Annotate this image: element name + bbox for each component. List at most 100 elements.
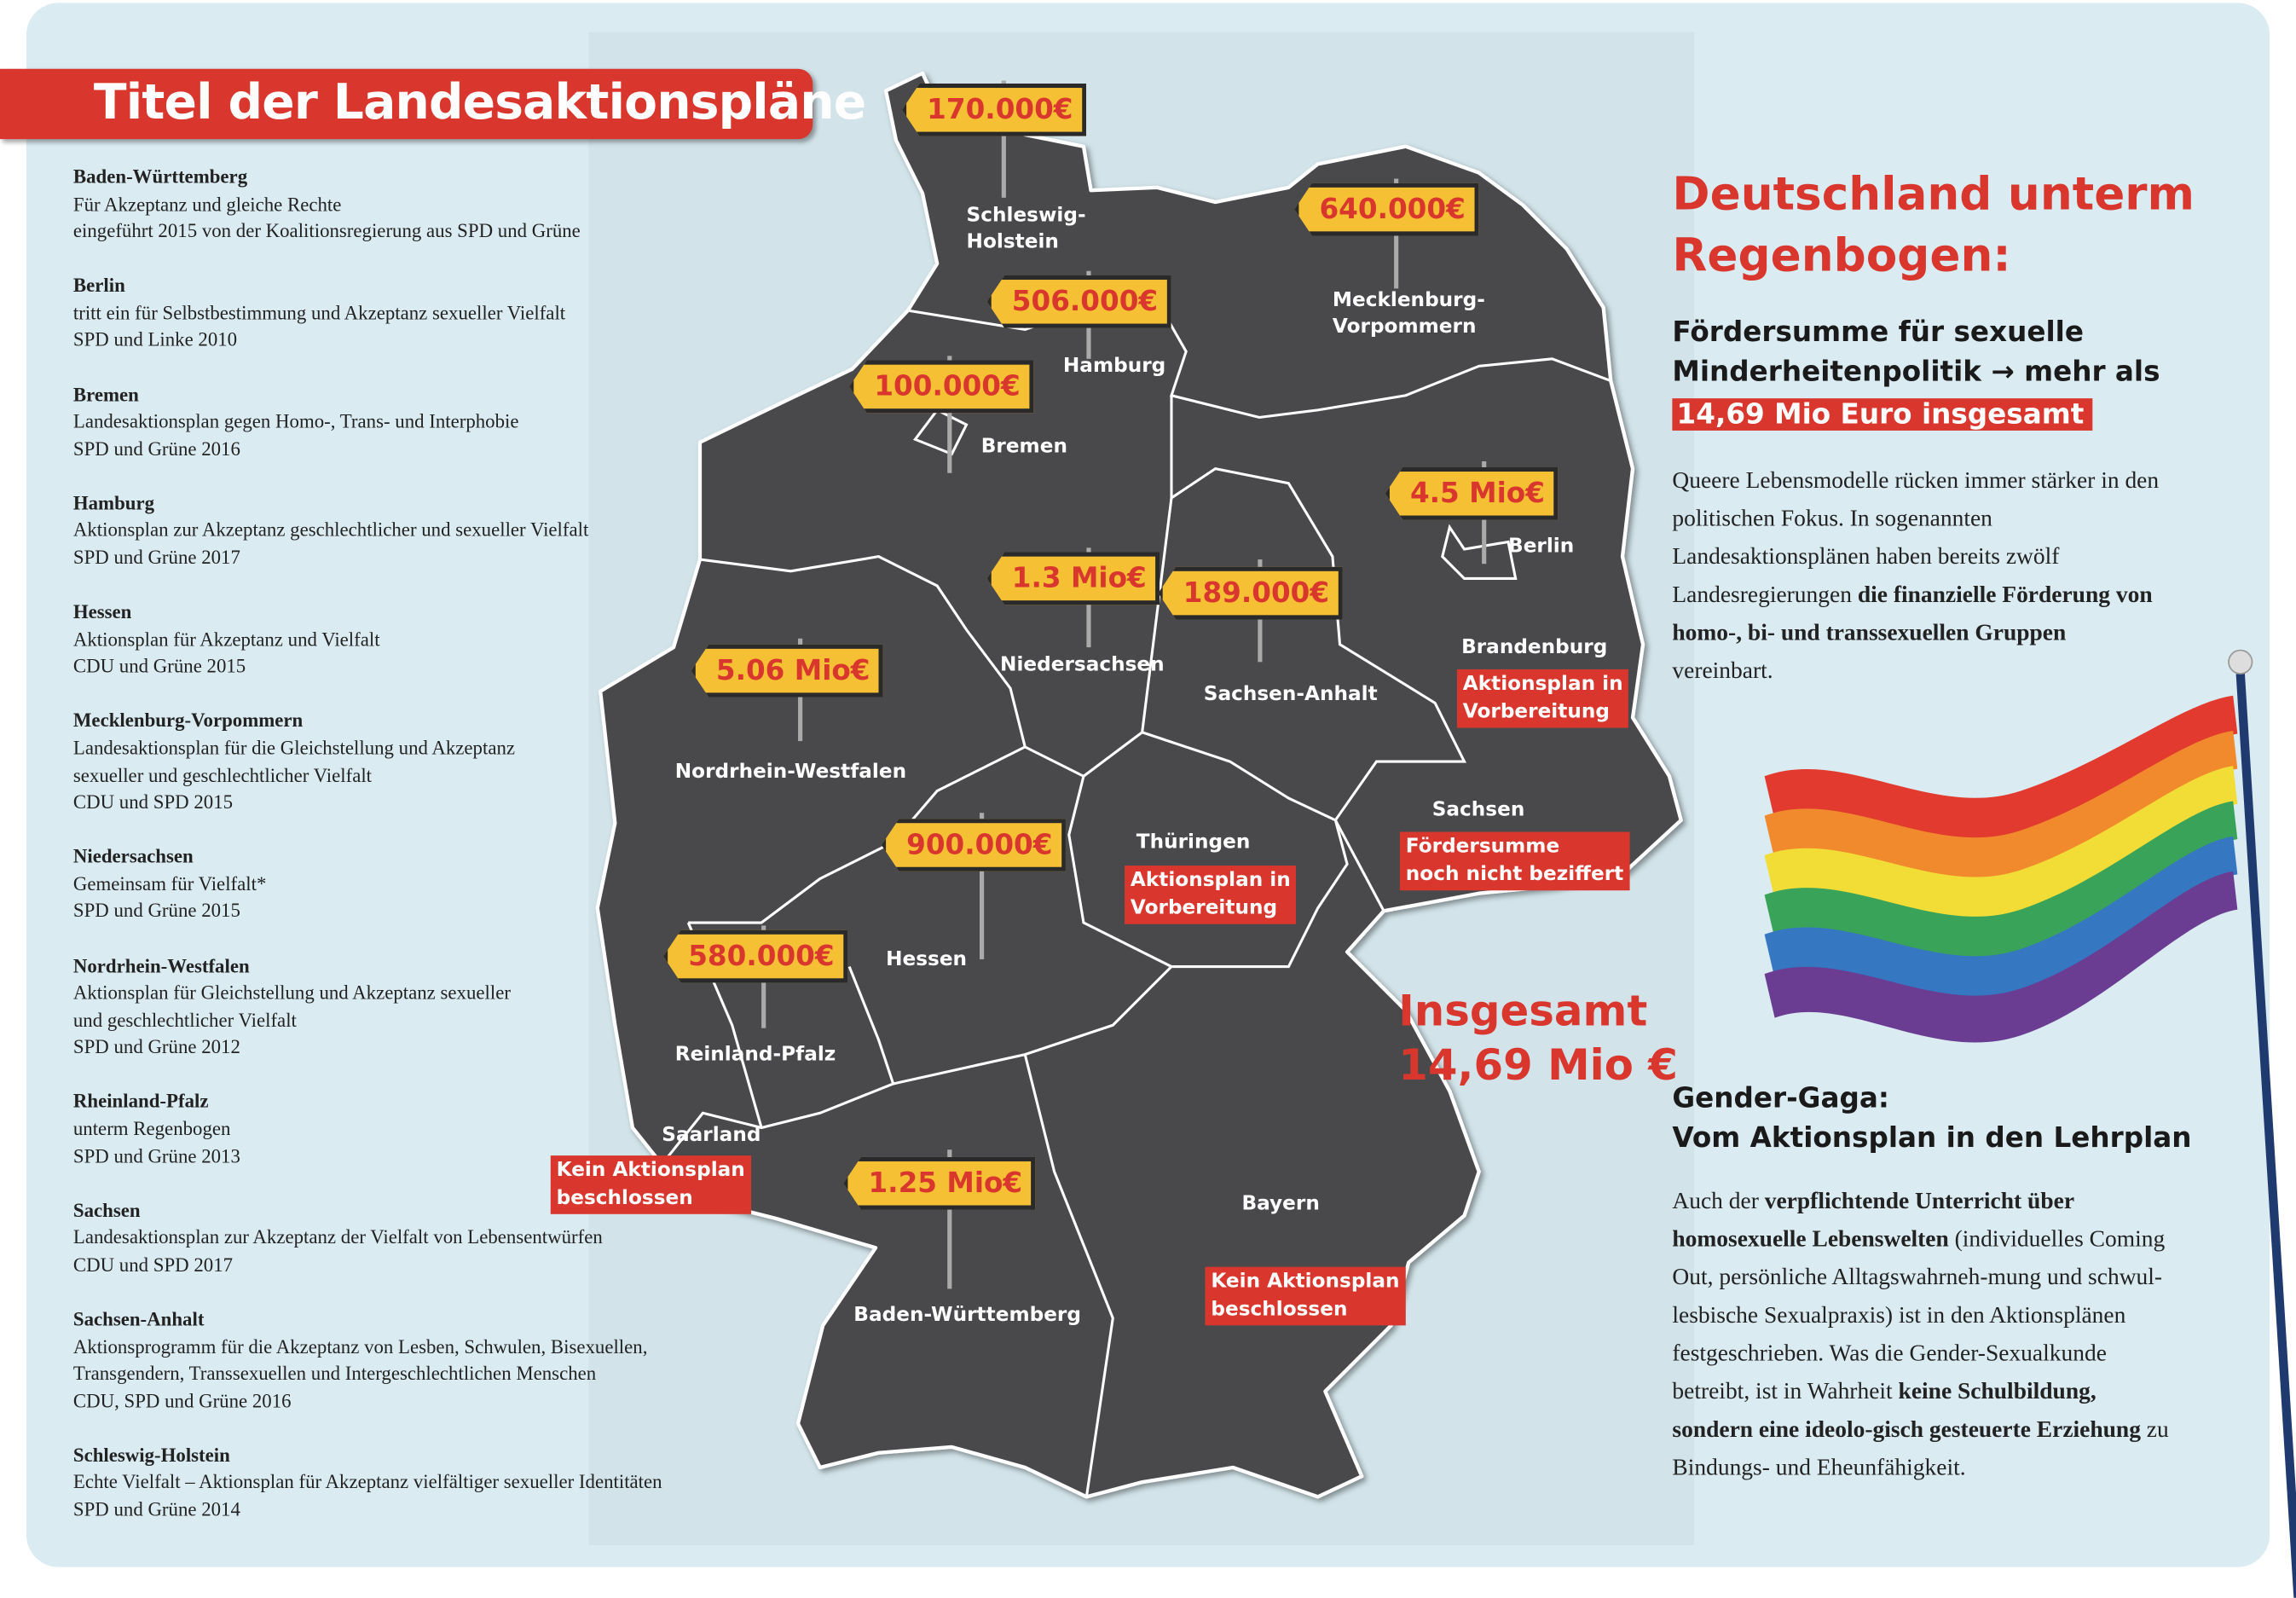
plan-item: Mecklenburg-Vorpommern Landesaktionsplan … xyxy=(73,708,718,817)
state-label-thueringen: Thüringen xyxy=(1136,830,1251,854)
flag-stripe xyxy=(1764,731,2238,885)
state-label-hamburg: Hamburg xyxy=(1062,354,1166,379)
plan-state: Hessen xyxy=(72,600,132,623)
state-label-sachsen-anhalt: Sachsen-Anhalt xyxy=(1203,682,1378,706)
state-label-saarland: Saarland xyxy=(662,1123,761,1147)
plan-line: SPD und Grüne 2014 xyxy=(72,1498,240,1520)
plan-state: Nordrhein-Westfalen xyxy=(72,954,250,976)
plan-state: Mecklenburg-Vorpommern xyxy=(72,709,304,732)
bold-text: verpflichtende Unterricht über homosexue… xyxy=(1672,1189,2074,1253)
plan-state: Berlin xyxy=(72,274,125,297)
amount-sign-hamburg: 506.000€ xyxy=(986,275,1171,328)
sign-pole xyxy=(1001,80,1006,198)
plan-item: Schleswig-Holstein Echte Vielfalt – Aktio… xyxy=(73,1443,718,1525)
plan-state: Bremen xyxy=(72,383,139,405)
note-thueringen: Aktionsplan in Vorbereitung xyxy=(1125,866,1297,924)
plan-state: Schleswig-Holstein xyxy=(72,1444,230,1467)
plan-line: CDU, SPD und Grüne 2016 xyxy=(72,1389,292,1412)
state-label-nordrhein-westfalen: Nordrhein-Westfalen xyxy=(674,760,907,784)
sign-pole xyxy=(947,1149,952,1289)
plan-item: Berlin tritt ein für Selbstbestimmung und… xyxy=(73,273,718,355)
state-borders xyxy=(661,298,1611,1497)
text: vereinbart. xyxy=(1672,658,1773,685)
plan-line: Für Akzeptanz und gleiche Rechte xyxy=(72,193,342,215)
state-label-berlin: Berlin xyxy=(1508,534,1575,559)
flag-stripe xyxy=(1764,801,2238,964)
total-label: Insgesamt xyxy=(1398,985,1648,1036)
plan-item: Hamburg Aktionsplan zur Akzeptanz geschle… xyxy=(73,490,718,572)
sign-pole xyxy=(980,813,985,959)
flag-pole-finial xyxy=(2228,649,2253,675)
plan-line: SPD und Grüne 2016 xyxy=(72,437,240,460)
plan-line: CDU und SPD 2017 xyxy=(72,1254,234,1276)
text: Auch der xyxy=(1672,1189,1765,1214)
plan-line: tritt ein für Selbstbestimmung und Akzep… xyxy=(72,301,566,324)
flag-stripe xyxy=(1764,695,2238,845)
plan-line: Aktionsplan für Gleichstellung und Akzep… xyxy=(72,981,511,1004)
gender-paragraph: Auch der verpflichtende Unterricht über … xyxy=(1672,1184,2170,1488)
rainbow-flag xyxy=(1764,649,2296,1598)
plan-state: Sachsen-Anhalt xyxy=(72,1307,205,1330)
amount-sign-schleswig-holstein: 170.000€ xyxy=(901,83,1086,136)
note-sachsen: Fördersumme noch nicht beziffert xyxy=(1399,831,1630,891)
amount-sign-nordrhein-westfalen: 5.06 Mio€ xyxy=(691,644,883,698)
plan-item: Sachsen Landesaktionsplan zur Akzeptanz d… xyxy=(73,1197,718,1279)
plan-state: Rheinland-Pfalz xyxy=(72,1090,209,1113)
state-label-brandenburg: Brandenburg xyxy=(1461,635,1608,659)
plan-state: Hamburg xyxy=(72,491,155,514)
text: Queere Lebensmodelle rücken immer stärke… xyxy=(1672,468,2160,608)
plan-line: Aktionsplan zur Akzeptanz geschlechtlich… xyxy=(72,518,589,541)
text: (individuelles Coming Out, persönliche A… xyxy=(1672,1227,2166,1405)
plan-item: Niedersachsen Gemeinsam für Vielfalt* SPD … xyxy=(73,844,718,926)
state-label-rheinland-pfalz: Reinland-Pfalz xyxy=(674,1042,836,1067)
plan-line: SPD und Grüne 2013 xyxy=(72,1144,240,1167)
funding-highlight: 14,69 Mio Euro insgesamt xyxy=(1672,398,2093,431)
flag-stripe xyxy=(1764,836,2238,1004)
plan-line: SPD und Grüne 2015 xyxy=(72,900,240,923)
amount-sign-hessen: 900.000€ xyxy=(881,819,1066,871)
plan-line: CDU und Grüne 2015 xyxy=(72,655,246,678)
note-brandenburg: Aktionsplan in Vorbereitung xyxy=(1456,669,1629,728)
flag-stripe xyxy=(1764,766,2238,924)
plan-line: Landesaktionsplan zur Akzeptanz der Viel… xyxy=(72,1226,603,1248)
plan-line: Aktionsprogramm für die Akzeptanz von Le… xyxy=(72,1335,648,1358)
plan-line: Aktionsplan für Akzeptanz und Vielfalt xyxy=(72,628,380,651)
note-saarland: Kein Aktionsplan beschlossen xyxy=(550,1155,751,1214)
plan-line: Landesaktionsplan für die Gleichstellung… xyxy=(72,736,516,759)
subheading-line-1: Fördersumme für sexuelle xyxy=(1672,316,2084,349)
plan-line: sexueller und geschlechtlicher Vielfalt xyxy=(72,763,373,786)
sign-pole xyxy=(947,356,952,473)
plan-state: Niedersachsen xyxy=(72,845,194,868)
action-plan-list: Baden-Württemberg Für Akzeptanz und gleic… xyxy=(73,164,718,1551)
total-value: 14,69 Mio € xyxy=(1398,1039,1678,1090)
state-label-mecklenburg-vorpommern: Mecklenburg- Vorpommern xyxy=(1332,288,1485,339)
plan-state: Sachsen xyxy=(72,1199,141,1221)
plan-item: Baden-Württemberg Für Akzeptanz und gleic… xyxy=(73,164,718,246)
amount-sign-niedersachsen: 1.3 Mio€ xyxy=(986,552,1160,605)
plan-item: Sachsen-Anhalt Aktionsprogramm für die Ak… xyxy=(73,1306,718,1416)
state-label-sachsen: Sachsen xyxy=(1431,798,1525,822)
title-banner: Titel der Landesaktionspläne xyxy=(0,68,866,140)
funding-subheading: Fördersumme für sexuelle Minderheitenpol… xyxy=(1672,314,2160,436)
plan-item: Nordrhein-Westfalen Aktionsplan für Gleic… xyxy=(73,952,718,1062)
bold-text: die finanzielle Förderung von homo-, bi-… xyxy=(1672,582,2153,646)
amount-sign-berlin: 4.5 Mio€ xyxy=(1385,466,1559,520)
gender-heading: Gender-Gaga: Vom Aktionsplan in den Lehr… xyxy=(1672,1082,2192,1155)
state-label-niedersachsen: Niedersachsen xyxy=(1000,653,1165,677)
note-bayern: Kein Aktionsplan beschlossen xyxy=(1205,1266,1406,1326)
plan-item: Rheinland-Pfalz unterm Regenbogen SPD und … xyxy=(73,1089,718,1171)
text: zu Bindungs- und Eheunfähigkeit. xyxy=(1672,1417,2169,1481)
right-heading: Deutschland unterm Regenbogen: xyxy=(1672,168,2195,283)
amount-sign-bremen: 100.000€ xyxy=(849,360,1034,414)
plan-line: SPD und Linke 2010 xyxy=(72,328,238,351)
plan-line: Landesaktionsplan gegen Homo-, Trans- un… xyxy=(72,410,519,432)
flag-pole xyxy=(2235,673,2296,1598)
plan-line: SPD und Grüne 2017 xyxy=(72,546,240,569)
state-label-bayern: Bayern xyxy=(1241,1192,1320,1216)
state-label-hessen: Hessen xyxy=(886,947,968,971)
plan-line: und geschlechtlicher Vielfalt xyxy=(72,1008,297,1031)
plan-line: Transgendern, Transsexuellen und Interge… xyxy=(72,1362,597,1385)
plan-line: SPD und Grüne 2012 xyxy=(72,1035,240,1058)
plan-item: Hessen Aktionsplan für Akzeptanz und Viel… xyxy=(73,599,718,681)
